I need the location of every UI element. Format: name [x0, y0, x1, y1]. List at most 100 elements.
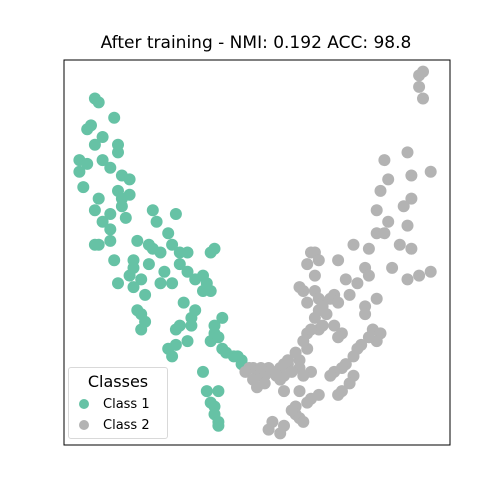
point-class-1-88 — [200, 385, 213, 398]
point-class-1-80 — [166, 350, 179, 363]
point-class-2-45 — [301, 296, 314, 309]
legend-label-class-1: Class 1 — [103, 396, 150, 412]
point-class-2-49 — [328, 319, 341, 332]
point-class-2-24 — [301, 258, 314, 271]
point-class-2-113 — [254, 362, 267, 374]
point-class-2-52 — [332, 331, 345, 344]
point-class-2-3 — [417, 92, 429, 105]
point-class-1-3 — [85, 119, 97, 132]
point-class-1-64 — [216, 311, 229, 324]
point-class-2-53 — [316, 319, 329, 332]
point-class-2-17 — [347, 238, 360, 251]
point-class-1-23 — [88, 204, 101, 217]
point-class-2-5 — [401, 146, 414, 159]
point-class-2-4 — [378, 154, 391, 167]
legend-marker-class-1 — [79, 399, 89, 409]
point-class-1-13 — [104, 161, 117, 174]
legend-title: Classes — [87, 372, 149, 391]
point-class-1-42 — [208, 242, 221, 255]
point-class-1-22 — [119, 211, 132, 224]
point-class-2-96 — [239, 365, 252, 378]
point-class-1-63 — [204, 285, 217, 297]
point-class-2-108 — [258, 377, 271, 390]
point-class-2-28 — [362, 269, 375, 282]
point-class-2-89 — [281, 354, 294, 367]
point-class-1-51 — [135, 273, 148, 286]
point-class-2-109 — [247, 373, 260, 386]
point-class-2-83 — [305, 323, 317, 336]
point-class-2-39 — [370, 292, 383, 305]
point-class-1-69 — [135, 308, 148, 321]
point-class-1-16 — [77, 181, 90, 194]
point-class-2-98 — [262, 423, 275, 436]
point-class-2-57 — [362, 331, 375, 344]
point-class-1-4 — [108, 111, 121, 124]
point-class-1-72 — [173, 319, 186, 332]
point-class-2-20 — [362, 242, 375, 255]
point-class-1-30 — [162, 227, 175, 240]
point-class-1-86 — [197, 365, 209, 378]
plot-frame — [63, 59, 451, 446]
point-class-2-14 — [401, 219, 414, 232]
point-class-2-68 — [332, 388, 345, 401]
point-class-1-34 — [131, 234, 144, 247]
point-class-2-26 — [332, 254, 345, 267]
point-class-2-31 — [413, 269, 426, 282]
point-class-1-76 — [212, 331, 225, 344]
point-class-2-30 — [424, 265, 437, 278]
point-class-1-32 — [92, 238, 105, 251]
point-class-2-86 — [316, 300, 329, 313]
point-class-2-75 — [297, 415, 310, 428]
point-class-1-1 — [92, 96, 105, 109]
point-class-2-12 — [370, 204, 383, 217]
legend-marker-class-2 — [79, 420, 89, 430]
point-class-1-66 — [189, 304, 202, 317]
point-class-1-56 — [166, 277, 179, 290]
point-class-2-41 — [359, 308, 372, 321]
point-class-2-10 — [405, 192, 418, 205]
point-class-1-55 — [154, 277, 167, 290]
point-class-2-105 — [297, 369, 310, 382]
point-class-1-12 — [73, 165, 86, 178]
point-class-1-79 — [181, 335, 194, 348]
legend-item-class-2: Class 2 — [79, 416, 150, 434]
point-class-2-38 — [332, 296, 345, 309]
point-class-2-71 — [301, 396, 314, 409]
point-class-1-93 — [212, 419, 225, 432]
point-class-2-34 — [351, 277, 364, 290]
point-class-1-33 — [104, 234, 117, 247]
point-class-1-62 — [177, 296, 190, 309]
point-class-1-27 — [104, 223, 117, 236]
point-class-1-45 — [108, 254, 121, 267]
point-class-2-32 — [401, 273, 414, 286]
point-class-2-66 — [343, 377, 356, 390]
point-class-2-102 — [278, 385, 290, 398]
point-class-1-48 — [158, 265, 171, 278]
point-class-2-47 — [293, 281, 306, 294]
point-class-2-103 — [293, 385, 306, 398]
point-class-1-54 — [112, 277, 124, 290]
point-class-1-38 — [154, 246, 167, 259]
legend-label-class-2: Class 2 — [103, 417, 150, 433]
point-class-2-9 — [374, 184, 387, 197]
chart-title: After training - NMI: 0.192 ACC: 98.8 — [100, 33, 412, 53]
point-class-2-8 — [382, 173, 395, 186]
point-class-2-23 — [312, 254, 325, 267]
point-class-2-101 — [285, 404, 298, 417]
point-class-2-25 — [308, 269, 321, 282]
point-class-1-15 — [123, 173, 136, 186]
point-class-1-36 — [166, 238, 179, 251]
point-class-2-1 — [417, 65, 429, 78]
point-class-2-2 — [413, 80, 426, 93]
point-class-2-16 — [378, 227, 391, 240]
point-class-2-7 — [405, 169, 418, 182]
point-class-1-11 — [96, 154, 109, 167]
point-class-1-6 — [88, 138, 101, 151]
legend-item-class-1: Class 1 — [79, 395, 150, 413]
point-class-1-20 — [123, 188, 136, 201]
point-class-2-79 — [289, 346, 302, 359]
point-class-1-24 — [96, 215, 109, 228]
point-class-1-26 — [146, 204, 159, 217]
point-class-1-87 — [212, 385, 225, 398]
